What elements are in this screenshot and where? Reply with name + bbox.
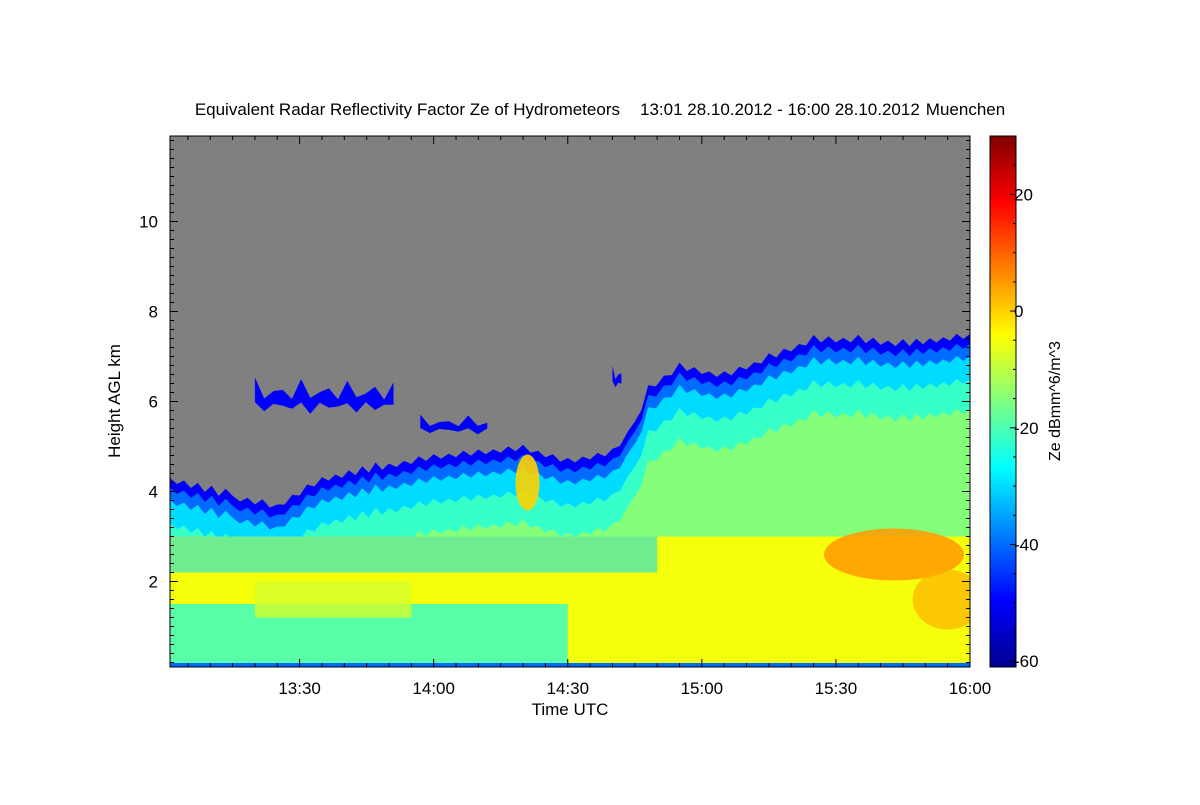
chart-title-main: Equivalent Radar Reflectivity Factor Ze …: [195, 100, 620, 119]
y-tick-label: 4: [149, 483, 158, 502]
chart-title: Equivalent Radar Reflectivity Factor Ze …: [195, 100, 1005, 119]
chart-period: 13:01 28.10.2012 - 16:00 28.10.2012: [640, 100, 920, 119]
colorbar-tick-label: 0: [1014, 302, 1023, 321]
x-axis-label: Time UTC: [532, 700, 609, 719]
cloud-patch: [612, 365, 622, 388]
colorbar-tick-label: -60: [1014, 652, 1039, 671]
max-reflectivity-zone: [824, 528, 965, 581]
y-tick-label: 2: [149, 573, 158, 592]
surface-line: [170, 663, 970, 667]
lower-layer-patch: [254, 581, 412, 618]
chart-location: Muenchen: [926, 100, 1005, 119]
mixed-band: [170, 536, 658, 573]
x-tick-label: 15:30: [815, 679, 858, 698]
x-tick-label: 13:30: [278, 679, 321, 698]
y-tick-label: 10: [139, 213, 158, 232]
colorbar-tick-label: -20: [1014, 419, 1039, 438]
colorbar: [989, 135, 1017, 668]
cloud-reflectivity: [170, 333, 970, 667]
x-tick-label: 14:00: [412, 679, 455, 698]
y-axis: 2 4 6 8 10: [139, 140, 970, 663]
colorbar-tick-label: -40: [1014, 535, 1039, 554]
y-tick-label: 6: [149, 393, 158, 412]
colorbar-tick-label: 20: [1014, 185, 1033, 204]
convective-cell: [515, 454, 540, 511]
x-tick-label: 15:00: [681, 679, 724, 698]
y-axis-label: Height AGL km: [105, 344, 124, 458]
max-reflectivity-zone-low: [912, 569, 970, 630]
cloud-patch-shape: [612, 365, 622, 388]
x-tick-label: 16:00: [949, 679, 992, 698]
cloud-patch-shape: [254, 377, 394, 414]
y-tick-label: 8: [149, 303, 158, 322]
cloud-patch-shape: [420, 414, 488, 435]
heatmap-area: [170, 136, 970, 667]
cloud-patch: [420, 414, 488, 435]
colorbar-axis: -60 -40 -20 0 20: [1010, 135, 1039, 671]
x-axis: 13:30 14:00 14:30 15:00 15:30 16:00: [187, 136, 992, 698]
cloud-patch: [254, 377, 394, 414]
colorbar-label: Ze dBmm^6/m^3: [1047, 341, 1064, 461]
x-tick-label: 14:30: [546, 679, 589, 698]
